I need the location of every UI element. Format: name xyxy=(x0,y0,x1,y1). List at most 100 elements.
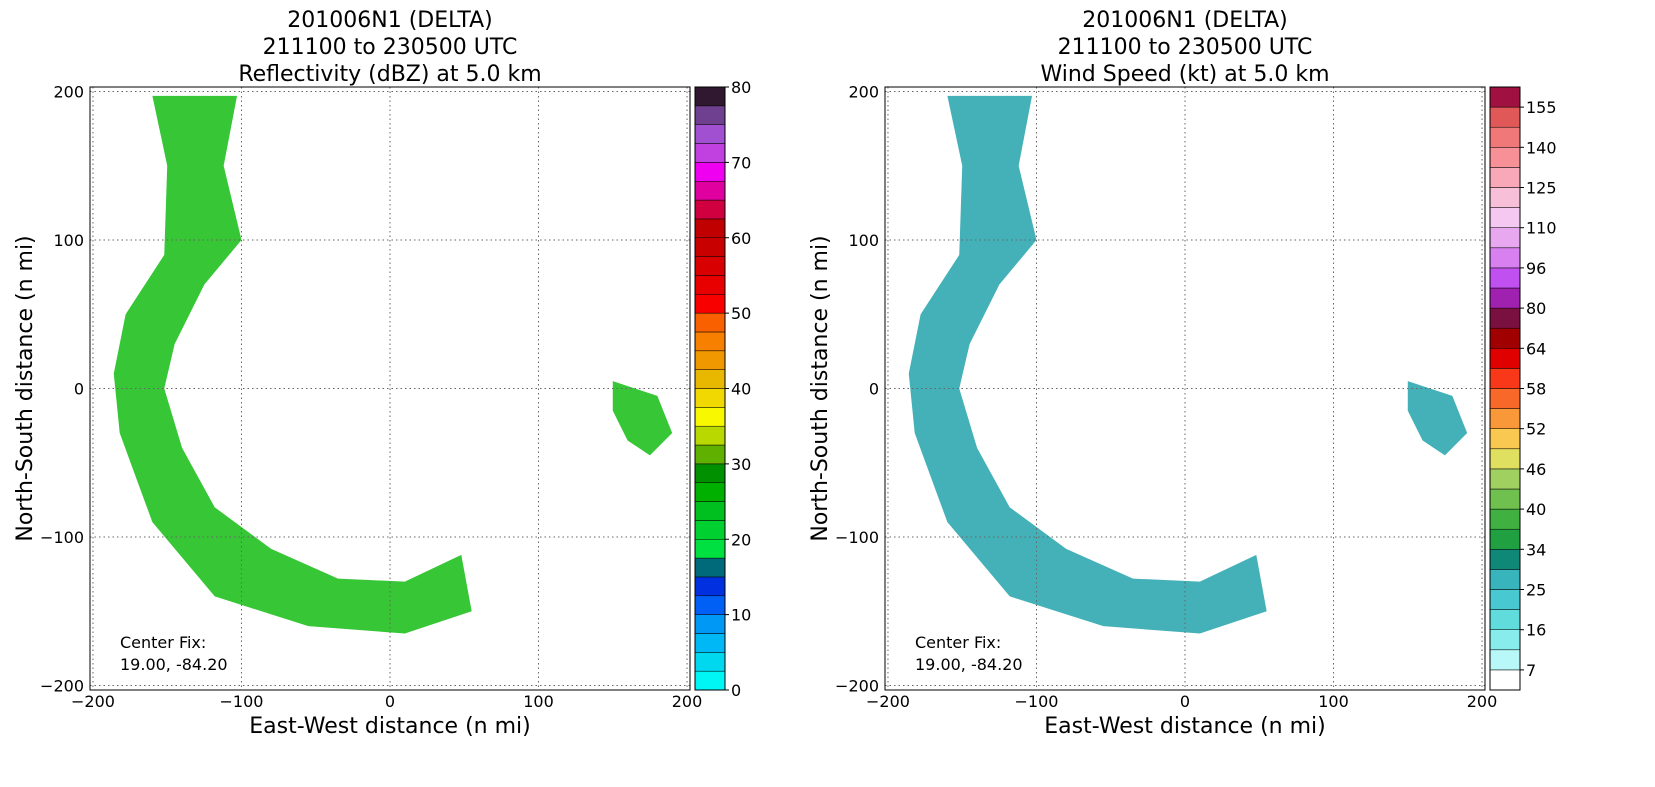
colorbar-segment xyxy=(1489,348,1521,369)
colorbar-segment xyxy=(1489,227,1521,249)
colorbar-segment xyxy=(1489,388,1521,409)
colorbar-segment xyxy=(694,614,726,634)
colorbar-segment xyxy=(1489,287,1521,309)
colorbar-segment xyxy=(694,670,726,691)
colorbar-segment xyxy=(1489,669,1521,691)
colorbar-tick-label: 40 xyxy=(1526,500,1546,519)
colorbar-segment xyxy=(694,350,726,370)
colorbar-segment xyxy=(1489,428,1521,450)
plot-area xyxy=(908,95,1468,634)
colorbar-segment xyxy=(1489,86,1521,108)
colorbar-tick-label: 52 xyxy=(1526,420,1546,439)
colorbar-segment xyxy=(694,557,726,578)
annotation: 19.00, -84.20 xyxy=(915,655,1023,674)
colorbar-segment xyxy=(694,633,726,653)
colorbar-segment xyxy=(1489,569,1521,590)
colorbar-segment xyxy=(694,595,726,615)
colorbar-segment xyxy=(1489,167,1521,188)
y-tick-label: 200 xyxy=(848,82,879,101)
colorbar-tick-label: 30 xyxy=(731,455,751,474)
radar-field xyxy=(908,95,1267,634)
colorbar-segment xyxy=(694,425,726,446)
colorbar-segment xyxy=(694,143,726,163)
chart-title: 211100 to 230500 UTC xyxy=(1058,35,1313,60)
x-tick-label: −200 xyxy=(866,692,910,711)
annotation: Center Fix: xyxy=(120,633,206,652)
colorbar-tick-label: 60 xyxy=(731,229,751,248)
colorbar-tick-label: 58 xyxy=(1526,380,1546,399)
colorbar-segment xyxy=(694,482,726,502)
radar-field xyxy=(1407,381,1468,456)
colorbar-segment xyxy=(1489,147,1521,168)
axes-frame xyxy=(884,86,1486,691)
x-axis-label: East-West distance (n mi) xyxy=(1044,714,1325,739)
chart-title: Reflectivity (dBZ) at 5.0 km xyxy=(238,62,541,87)
y-axis-label: North-South distance (n mi) xyxy=(808,235,833,541)
y-tick-label: −100 xyxy=(835,528,879,547)
x-tick-label: 100 xyxy=(1318,692,1349,711)
y-tick-label: 100 xyxy=(848,231,879,250)
colorbar-segment xyxy=(1489,508,1521,530)
radar-field xyxy=(612,381,673,456)
colorbar-tick-label: 34 xyxy=(1526,540,1546,559)
radar-field xyxy=(113,95,472,634)
chart-title: 201006N1 (DELTA) xyxy=(287,8,492,33)
x-tick-label: −200 xyxy=(71,692,115,711)
colorbar-segment xyxy=(1489,448,1521,470)
colorbar-segment xyxy=(694,463,726,483)
colorbar-tick-label: 10 xyxy=(731,606,751,625)
colorbar-segment xyxy=(694,218,726,238)
colorbar-tick-label: 20 xyxy=(731,530,751,549)
colorbar-segment xyxy=(694,576,726,597)
colorbar-segment xyxy=(1489,207,1521,228)
y-axis-label: North-South distance (n mi) xyxy=(13,235,38,541)
colorbar-tick-label: 140 xyxy=(1526,138,1557,157)
colorbar-segment xyxy=(694,501,726,521)
chart-title: 211100 to 230500 UTC xyxy=(263,35,518,60)
colorbar-segment xyxy=(1489,368,1521,389)
colorbar-segment xyxy=(1489,629,1521,651)
colorbar-segment xyxy=(1489,327,1521,349)
colorbar-segment xyxy=(1489,307,1521,329)
colorbar-segment xyxy=(1489,589,1521,610)
colorbar-segment xyxy=(694,256,726,276)
colorbar-frame xyxy=(694,86,726,691)
colorbar-segment xyxy=(1489,187,1521,208)
colorbar-tick-label: 80 xyxy=(1526,299,1546,318)
colorbar-tick-label: 0 xyxy=(731,681,741,700)
y-tick-label: 0 xyxy=(74,380,84,399)
colorbar-segment xyxy=(694,444,726,465)
colorbar-segment xyxy=(1489,247,1521,269)
colorbar-segment xyxy=(694,331,726,352)
colorbar-tick-label: 96 xyxy=(1526,259,1546,278)
colorbar-segment xyxy=(694,124,726,144)
colorbar-tick-label: 110 xyxy=(1526,219,1557,238)
colorbar-tick-label: 70 xyxy=(731,153,751,172)
colorbar-segment xyxy=(1489,649,1521,671)
colorbar-tick-label: 50 xyxy=(731,304,751,323)
annotation: 19.00, -84.20 xyxy=(120,655,228,674)
y-tick-label: −200 xyxy=(40,677,84,696)
x-tick-label: −100 xyxy=(1015,692,1059,711)
x-tick-label: −100 xyxy=(220,692,264,711)
x-tick-label: 0 xyxy=(385,692,395,711)
colorbar-frame xyxy=(1489,86,1521,691)
x-tick-label: 100 xyxy=(523,692,554,711)
colorbar-tick-label: 155 xyxy=(1526,98,1557,117)
colorbar-tick-label: 80 xyxy=(731,78,751,97)
colorbar-tick-label: 46 xyxy=(1526,460,1546,479)
colorbar-segment xyxy=(694,388,726,408)
colorbar-segment xyxy=(694,520,726,540)
x-axis-label: East-West distance (n mi) xyxy=(249,714,530,739)
y-tick-label: −200 xyxy=(835,677,879,696)
colorbar-segment xyxy=(1489,549,1521,570)
colorbar-segment xyxy=(694,105,726,125)
colorbar-tick-label: 7 xyxy=(1526,661,1536,680)
colorbar-segment xyxy=(694,199,726,220)
axes-frame xyxy=(89,86,691,691)
colorbar-tick-label: 125 xyxy=(1526,179,1557,198)
colorbar-segment xyxy=(694,294,726,314)
colorbar-tick-label: 64 xyxy=(1526,339,1546,358)
x-tick-label: 0 xyxy=(1180,692,1190,711)
